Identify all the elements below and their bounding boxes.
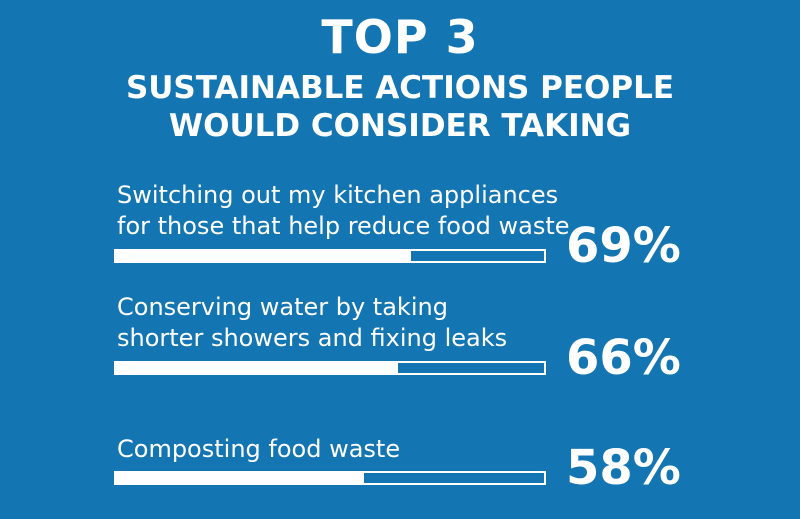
bar [116, 473, 365, 483]
main-title: TOP 3 [321, 10, 479, 64]
category-label: Switching out my kitchen appliances for … [117, 180, 570, 242]
data-label: 69% [566, 218, 681, 274]
subtitle-line-1: SUSTAINABLE ACTIONS PEOPLE [125, 70, 675, 106]
category-label-line: Switching out my kitchen appliances [117, 181, 559, 209]
data-label: 66% [566, 330, 681, 386]
data-label: 58% [566, 440, 681, 496]
category-label-line: Conserving water by taking [117, 293, 448, 321]
category-label: Conserving water by taking shorter showe… [117, 292, 557, 354]
bar [116, 363, 399, 373]
bar-track [114, 361, 546, 375]
bar-track [114, 471, 546, 485]
bar [116, 251, 412, 261]
category-label: Composting food waste [117, 434, 557, 465]
category-label-line: for those that help reduce food waste [117, 212, 570, 240]
subtitle-line-2: WOULD CONSIDER TAKING [168, 108, 632, 144]
category-label-line: shorter showers and fixing leaks [117, 324, 508, 352]
category-label-line: Composting food waste [117, 435, 401, 463]
bar-track [114, 249, 546, 263]
